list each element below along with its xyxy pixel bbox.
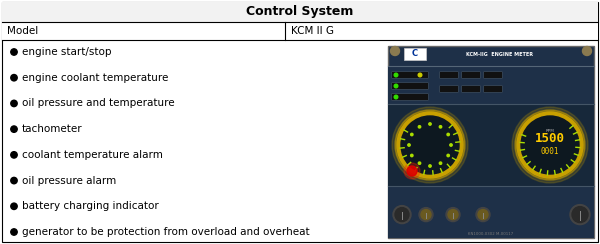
Text: KCM-IIG  ENGINE METER: KCM-IIG ENGINE METER bbox=[466, 51, 533, 57]
Text: tachometer: tachometer bbox=[22, 124, 83, 134]
Circle shape bbox=[394, 84, 398, 88]
Circle shape bbox=[410, 154, 413, 157]
FancyBboxPatch shape bbox=[484, 86, 502, 92]
Text: C: C bbox=[412, 50, 418, 59]
Circle shape bbox=[583, 47, 592, 55]
Circle shape bbox=[429, 123, 431, 125]
Circle shape bbox=[11, 100, 17, 107]
Circle shape bbox=[476, 208, 490, 222]
Text: KN1000-0302 M-00117: KN1000-0302 M-00117 bbox=[469, 232, 514, 236]
Circle shape bbox=[11, 74, 17, 81]
Text: engine start/stop: engine start/stop bbox=[22, 47, 112, 57]
Bar bbox=[388, 66, 594, 104]
Text: RPM: RPM bbox=[545, 129, 554, 133]
Text: battery charging indicator: battery charging indicator bbox=[22, 201, 159, 211]
Circle shape bbox=[11, 203, 17, 210]
Circle shape bbox=[450, 144, 452, 146]
Circle shape bbox=[517, 112, 583, 178]
Circle shape bbox=[391, 47, 400, 55]
Circle shape bbox=[515, 110, 585, 180]
Bar bbox=[388, 186, 594, 238]
Circle shape bbox=[410, 133, 413, 136]
Circle shape bbox=[11, 126, 17, 132]
Text: Model: Model bbox=[7, 26, 38, 36]
Bar bbox=[388, 46, 594, 238]
Bar bbox=[2, 22, 598, 40]
FancyBboxPatch shape bbox=[462, 86, 481, 92]
Circle shape bbox=[570, 205, 590, 224]
Bar bbox=[388, 104, 594, 186]
Text: oil pressure and temperature: oil pressure and temperature bbox=[22, 98, 175, 108]
Text: 1500: 1500 bbox=[535, 132, 565, 145]
Circle shape bbox=[395, 110, 465, 180]
Circle shape bbox=[421, 210, 431, 220]
FancyBboxPatch shape bbox=[462, 72, 481, 78]
FancyBboxPatch shape bbox=[484, 72, 502, 78]
Circle shape bbox=[397, 112, 463, 178]
FancyBboxPatch shape bbox=[392, 94, 428, 100]
Circle shape bbox=[407, 166, 417, 176]
FancyBboxPatch shape bbox=[392, 72, 428, 78]
Text: oil pressure alarm: oil pressure alarm bbox=[22, 176, 116, 186]
Circle shape bbox=[11, 49, 17, 55]
Circle shape bbox=[447, 154, 449, 157]
FancyBboxPatch shape bbox=[392, 83, 428, 89]
Text: generator to be protection from overload and overheat: generator to be protection from overload… bbox=[22, 227, 310, 237]
Bar bbox=[2, 2, 598, 22]
Circle shape bbox=[521, 116, 579, 174]
Circle shape bbox=[439, 162, 442, 164]
Circle shape bbox=[401, 116, 459, 174]
Text: coolant temperature alarm: coolant temperature alarm bbox=[22, 150, 163, 160]
Circle shape bbox=[393, 206, 411, 224]
FancyBboxPatch shape bbox=[440, 72, 458, 78]
Circle shape bbox=[512, 107, 588, 183]
Text: Control System: Control System bbox=[247, 6, 353, 19]
Text: engine coolant temperature: engine coolant temperature bbox=[22, 73, 169, 83]
Text: KCM II G: KCM II G bbox=[291, 26, 334, 36]
Circle shape bbox=[446, 208, 460, 222]
Circle shape bbox=[448, 210, 458, 220]
Circle shape bbox=[404, 163, 420, 179]
Circle shape bbox=[478, 210, 488, 220]
Circle shape bbox=[11, 152, 17, 158]
Circle shape bbox=[394, 73, 398, 77]
Circle shape bbox=[408, 144, 410, 146]
Circle shape bbox=[392, 107, 468, 183]
Circle shape bbox=[439, 126, 442, 128]
Circle shape bbox=[11, 177, 17, 184]
Bar bbox=[404, 48, 426, 60]
Circle shape bbox=[394, 95, 398, 99]
Circle shape bbox=[419, 208, 433, 222]
FancyBboxPatch shape bbox=[440, 86, 458, 92]
Circle shape bbox=[395, 208, 409, 222]
Circle shape bbox=[447, 133, 449, 136]
Circle shape bbox=[429, 165, 431, 167]
Circle shape bbox=[11, 229, 17, 235]
Circle shape bbox=[418, 73, 422, 77]
Circle shape bbox=[572, 207, 588, 223]
Text: 0001: 0001 bbox=[541, 148, 559, 156]
Circle shape bbox=[418, 162, 421, 164]
Circle shape bbox=[418, 126, 421, 128]
